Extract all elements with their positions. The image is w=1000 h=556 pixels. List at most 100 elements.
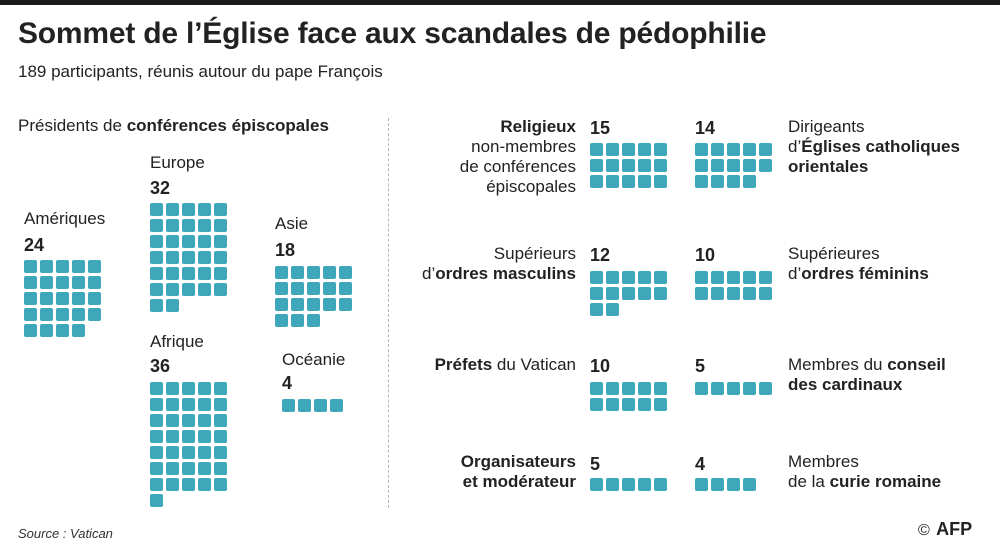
label-religieux-line4: épiscopales (486, 177, 576, 196)
unit-square-religieux (590, 143, 603, 156)
unit-square-afrique (198, 414, 211, 427)
unit-square-europe (166, 203, 179, 216)
unit-square-asie (291, 282, 304, 295)
unit-square-prefets (606, 398, 619, 411)
unit-square-europe (182, 283, 195, 296)
unit-square-ameriques (40, 276, 53, 289)
unit-square-ameriques (56, 292, 69, 305)
unit-square-religieux (638, 143, 651, 156)
unit-square-ameriques (72, 292, 85, 305)
unit-square-ameriques (40, 324, 53, 337)
value-prefets: 10 (590, 356, 611, 376)
unit-square-eglises_orientales (759, 143, 772, 156)
unit-square-prefets (638, 398, 651, 411)
label-europe: Europe (150, 153, 205, 172)
label-religieux-line3: de conférences (459, 157, 576, 176)
value-curie: 4 (695, 454, 706, 474)
unit-square-ameriques (56, 324, 69, 337)
label-organisateurs-line2: et modérateur (462, 472, 576, 491)
unit-square-afrique (182, 398, 195, 411)
label-organisateurs-line1: Organisateurs (460, 452, 576, 471)
label-conseil-line2-bold: des cardinaux (788, 375, 903, 394)
unit-square-superieures (695, 271, 708, 284)
unit-square-asie (307, 298, 320, 311)
unit-square-afrique (214, 462, 227, 475)
unit-square-europe (182, 219, 195, 232)
unit-square-asie (291, 314, 304, 327)
unit-square-religieux (638, 159, 651, 172)
label-superieurs-line2-prefix: d’ (421, 264, 436, 283)
unit-square-europe (150, 299, 163, 312)
unit-square-organisateurs (654, 478, 667, 491)
unit-square-ameriques (88, 260, 101, 273)
label-superieures-line2-bold: ordres féminins (801, 264, 929, 283)
label-afrique: Afrique (150, 332, 204, 351)
unit-square-europe (214, 267, 227, 280)
unit-square-europe (198, 235, 211, 248)
unit-square-conseil (711, 382, 724, 395)
unit-square-asie (291, 298, 304, 311)
unit-square-religieux (622, 175, 635, 188)
unit-square-afrique (214, 430, 227, 443)
unit-square-asie (275, 298, 288, 311)
unit-square-prefets (622, 382, 635, 395)
label-superieurs: Supérieurs d’ordres masculins (422, 244, 576, 284)
unit-square-afrique (166, 478, 179, 491)
unit-square-afrique (166, 462, 179, 475)
unit-square-asie (339, 282, 352, 295)
unit-square-superieurs (606, 271, 619, 284)
unit-square-afrique (150, 494, 163, 507)
unit-square-eglises_orientales (711, 143, 724, 156)
section-heading-prefix: Présidents de (18, 116, 127, 135)
label-conseil-line1-bold: conseil (887, 355, 946, 374)
unit-square-ameriques (88, 276, 101, 289)
unit-square-prefets (590, 398, 603, 411)
unit-square-europe (166, 299, 179, 312)
unit-square-eglises_orientales (727, 143, 740, 156)
unit-square-eglises_orientales (743, 175, 756, 188)
label-prefets: Préfets du Vatican (435, 355, 576, 375)
unit-square-eglises_orientales (727, 175, 740, 188)
unit-square-ameriques (56, 276, 69, 289)
chart-subtitle: 189 participants, réunis autour du pape … (18, 62, 383, 81)
unit-square-europe (150, 267, 163, 280)
unit-square-conseil (743, 382, 756, 395)
unit-square-europe (166, 283, 179, 296)
label-conseil: Membres du conseil des cardinaux (788, 355, 946, 395)
unit-square-curie (711, 478, 724, 491)
unit-square-organisateurs (590, 478, 603, 491)
unit-square-europe (198, 283, 211, 296)
unit-square-curie (695, 478, 708, 491)
unit-square-organisateurs (638, 478, 651, 491)
unit-square-superieures (759, 287, 772, 300)
unit-square-afrique (198, 382, 211, 395)
unit-square-ameriques (24, 260, 37, 273)
unit-square-eglises_orientales (711, 175, 724, 188)
unit-square-afrique (166, 382, 179, 395)
unit-square-conseil (759, 382, 772, 395)
unit-square-religieux (590, 159, 603, 172)
label-conseil-line1-prefix: Membres du (788, 355, 888, 374)
unit-square-asie (323, 298, 336, 311)
unit-square-superieurs (606, 287, 619, 300)
label-eglises-line3-bold: orientales (788, 157, 869, 176)
unit-square-religieux (606, 175, 619, 188)
unit-square-europe (198, 251, 211, 264)
unit-square-afrique (166, 446, 179, 459)
unit-square-religieux (622, 143, 635, 156)
label-superieurs-line2-bold: ordres masculins (435, 264, 576, 283)
unit-square-eglises_orientales (727, 159, 740, 172)
unit-square-superieurs (590, 271, 603, 284)
unit-square-asie (275, 282, 288, 295)
unit-square-superieures (743, 271, 756, 284)
unit-square-ameriques (56, 260, 69, 273)
unit-square-afrique (182, 382, 195, 395)
unit-square-europe (150, 203, 163, 216)
unit-square-europe (214, 219, 227, 232)
unit-square-asie (307, 266, 320, 279)
unit-square-afrique (182, 446, 195, 459)
unit-square-afrique (166, 430, 179, 443)
unit-square-asie (323, 266, 336, 279)
unit-square-afrique (182, 478, 195, 491)
unit-square-prefets (606, 382, 619, 395)
